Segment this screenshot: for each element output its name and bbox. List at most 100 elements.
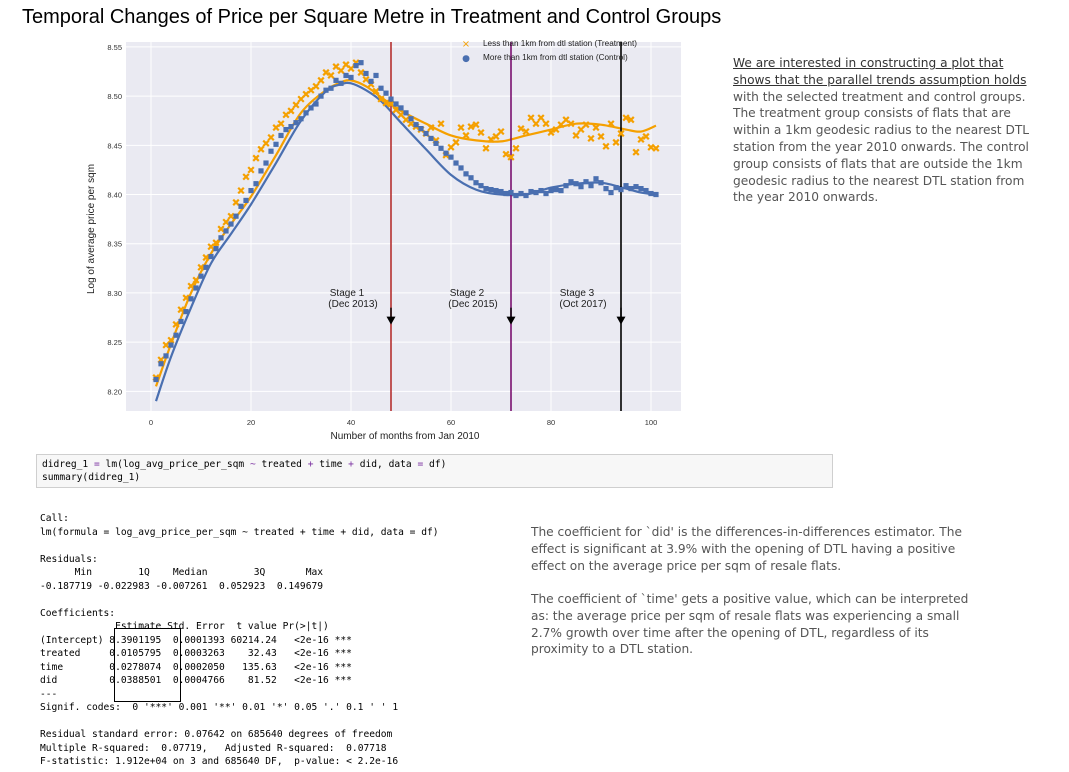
stage-arrow-head bbox=[506, 316, 516, 325]
control-point bbox=[448, 154, 454, 160]
control-point bbox=[258, 168, 264, 174]
treatment-point bbox=[477, 128, 485, 137]
control-point bbox=[388, 96, 394, 102]
treatment-point bbox=[212, 239, 220, 247]
control-point bbox=[303, 110, 309, 116]
control-point bbox=[488, 187, 494, 193]
control-point bbox=[208, 253, 214, 260]
control-point bbox=[153, 376, 159, 383]
treatment-point bbox=[642, 132, 650, 141]
treatment-point bbox=[542, 120, 550, 128]
control-point bbox=[468, 175, 474, 181]
treatment-point-stroke bbox=[382, 99, 390, 107]
treatment-point-stroke bbox=[572, 131, 580, 140]
treatment-point bbox=[567, 120, 575, 128]
code-cell[interactable]: didreg_1 = lm(log_avg_price_per_sqm ~ tr… bbox=[36, 454, 833, 488]
treatment-point-stroke bbox=[362, 75, 370, 83]
treatment-point-stroke bbox=[337, 66, 345, 75]
y-tick-label: 8.50 bbox=[107, 92, 122, 101]
treatment-point bbox=[222, 218, 230, 226]
treatment-point-stroke bbox=[552, 125, 560, 134]
treatment-point-stroke bbox=[507, 153, 515, 161]
control-point bbox=[498, 188, 504, 195]
treatment-point bbox=[507, 153, 515, 161]
control-point bbox=[463, 171, 469, 177]
legend: × Less than 1km from dtl station (Treatme… bbox=[462, 39, 637, 64]
treatment-point bbox=[577, 125, 585, 134]
treatment-point bbox=[517, 125, 525, 133]
control-point bbox=[368, 78, 374, 84]
treatment-point-stroke bbox=[212, 239, 220, 247]
treatment-point bbox=[312, 82, 320, 90]
control-point bbox=[643, 187, 649, 194]
treatment-point-stroke bbox=[592, 124, 600, 132]
control-point bbox=[543, 190, 549, 197]
control-point bbox=[608, 189, 614, 196]
treatment-point-stroke bbox=[317, 76, 325, 84]
treatment-point-stroke bbox=[327, 71, 335, 80]
treatment-point-stroke bbox=[492, 132, 500, 141]
control-point bbox=[323, 87, 329, 93]
treatment-point-stroke bbox=[202, 253, 210, 262]
control-point bbox=[493, 187, 499, 194]
data-points bbox=[152, 59, 660, 383]
control-point bbox=[233, 213, 239, 219]
estimate-highlight-box bbox=[114, 628, 181, 702]
legend-marker: × bbox=[462, 39, 470, 50]
treatment-point-stroke bbox=[392, 106, 400, 114]
treatment-point bbox=[547, 128, 555, 137]
treatment-point-stroke bbox=[577, 125, 585, 134]
treatment-point-stroke bbox=[177, 306, 185, 314]
treatment-point-stroke bbox=[237, 187, 245, 195]
stage-date: (Dec 2015) bbox=[448, 299, 497, 310]
treatment-point-stroke bbox=[312, 82, 320, 90]
control-point bbox=[553, 187, 559, 193]
treatment-point bbox=[407, 120, 415, 128]
treatment-point-stroke bbox=[587, 134, 595, 143]
control-point bbox=[503, 190, 509, 197]
treatment-point-stroke bbox=[482, 144, 490, 152]
treatment-point bbox=[512, 144, 520, 152]
treatment-point bbox=[647, 143, 655, 151]
control-point bbox=[653, 191, 659, 198]
control-point bbox=[218, 235, 224, 241]
treatment-point bbox=[257, 145, 265, 153]
control-point bbox=[273, 141, 279, 147]
control-point bbox=[178, 318, 184, 325]
treatment-point bbox=[497, 127, 505, 136]
treatment-point bbox=[472, 121, 480, 129]
treatment-point bbox=[637, 135, 645, 143]
treatment-point-stroke bbox=[542, 120, 550, 128]
treatment-point bbox=[317, 76, 325, 84]
control-point bbox=[528, 188, 534, 195]
treatment-point bbox=[187, 282, 195, 290]
control-point bbox=[203, 264, 209, 270]
treatment-point bbox=[552, 125, 560, 134]
treatment-point-stroke bbox=[247, 166, 255, 174]
treatment-point bbox=[522, 127, 530, 136]
control-point bbox=[623, 183, 629, 189]
treatment-point-stroke bbox=[182, 294, 190, 302]
treatment-point bbox=[162, 341, 170, 349]
control-point bbox=[633, 184, 639, 190]
treatment-point bbox=[387, 100, 395, 108]
treatment-point-stroke bbox=[497, 127, 505, 136]
treatment-point bbox=[262, 139, 270, 147]
control-point bbox=[648, 190, 654, 197]
treatment-point bbox=[457, 124, 465, 132]
control-point bbox=[353, 63, 359, 69]
treatment-point-stroke bbox=[377, 95, 385, 103]
treatment-point-stroke bbox=[387, 100, 395, 108]
gridlines bbox=[126, 42, 681, 411]
treatment-point bbox=[192, 276, 200, 284]
x-tick-label: 20 bbox=[247, 418, 255, 427]
y-tick-label: 8.30 bbox=[107, 289, 122, 298]
treatment-point bbox=[237, 187, 245, 195]
treatment-point-stroke bbox=[292, 101, 300, 109]
control-point bbox=[173, 332, 179, 338]
stage-date: (Dec 2013) bbox=[328, 299, 377, 310]
stage-label: Stage 2 bbox=[450, 288, 485, 299]
control-point bbox=[348, 74, 354, 81]
treatment-point-stroke bbox=[462, 131, 470, 140]
treatment-point bbox=[612, 138, 620, 146]
